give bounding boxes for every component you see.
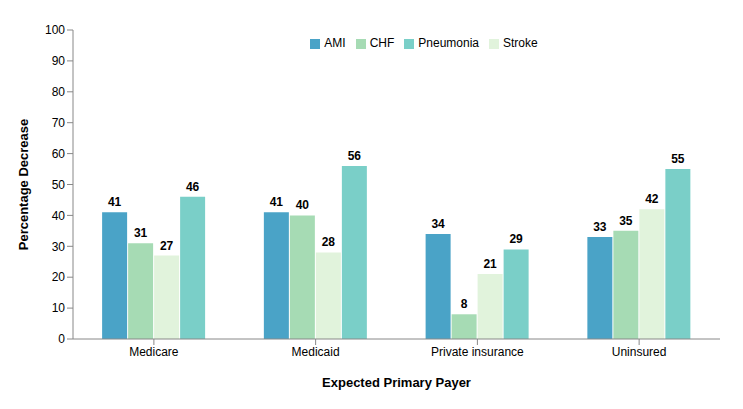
svg-text:60: 60 xyxy=(52,147,66,161)
svg-text:Medicare: Medicare xyxy=(129,345,179,359)
svg-text:90: 90 xyxy=(52,54,66,68)
svg-text:Percentage Decrease: Percentage Decrease xyxy=(16,119,31,251)
svg-text:70: 70 xyxy=(52,116,66,130)
html-text:AMI: AMI xyxy=(324,36,346,50)
svg-text:46: 46 xyxy=(186,180,200,194)
html-text:Pneumonia: Pneumonia xyxy=(418,36,479,50)
html-text:Stroke: Stroke xyxy=(503,36,538,50)
svg-text:41: 41 xyxy=(270,195,284,209)
svg-text:28: 28 xyxy=(322,235,336,249)
svg-text:40: 40 xyxy=(296,198,310,212)
svg-text:41: 41 xyxy=(108,195,122,209)
svg-text:80: 80 xyxy=(52,85,66,99)
svg-text:0: 0 xyxy=(58,332,65,346)
svg-text:Medicaid: Medicaid xyxy=(292,345,340,359)
svg-text:100: 100 xyxy=(45,23,65,37)
svg-text:40: 40 xyxy=(52,209,66,223)
svg-text:35: 35 xyxy=(619,214,633,228)
svg-text:50: 50 xyxy=(52,178,66,192)
svg-text:30: 30 xyxy=(52,240,66,254)
svg-text:Private insurance: Private insurance xyxy=(431,345,524,359)
svg-text:33: 33 xyxy=(593,220,607,234)
svg-text:34: 34 xyxy=(431,217,445,231)
html-text:CHF: CHF xyxy=(369,36,395,50)
svg-text:29: 29 xyxy=(509,232,523,246)
svg-text:Expected Primary Payer: Expected Primary Payer xyxy=(322,375,471,390)
svg-text:31: 31 xyxy=(134,226,148,240)
svg-text:8: 8 xyxy=(461,297,468,311)
svg-text:27: 27 xyxy=(160,239,174,253)
svg-text:Uninsured: Uninsured xyxy=(612,345,667,359)
svg-text:21: 21 xyxy=(483,257,497,271)
svg-text:10: 10 xyxy=(52,301,66,315)
svg-text:56: 56 xyxy=(348,149,362,163)
svg-text:55: 55 xyxy=(671,152,685,166)
svg-text:20: 20 xyxy=(52,270,66,284)
svg-text:42: 42 xyxy=(645,192,659,206)
